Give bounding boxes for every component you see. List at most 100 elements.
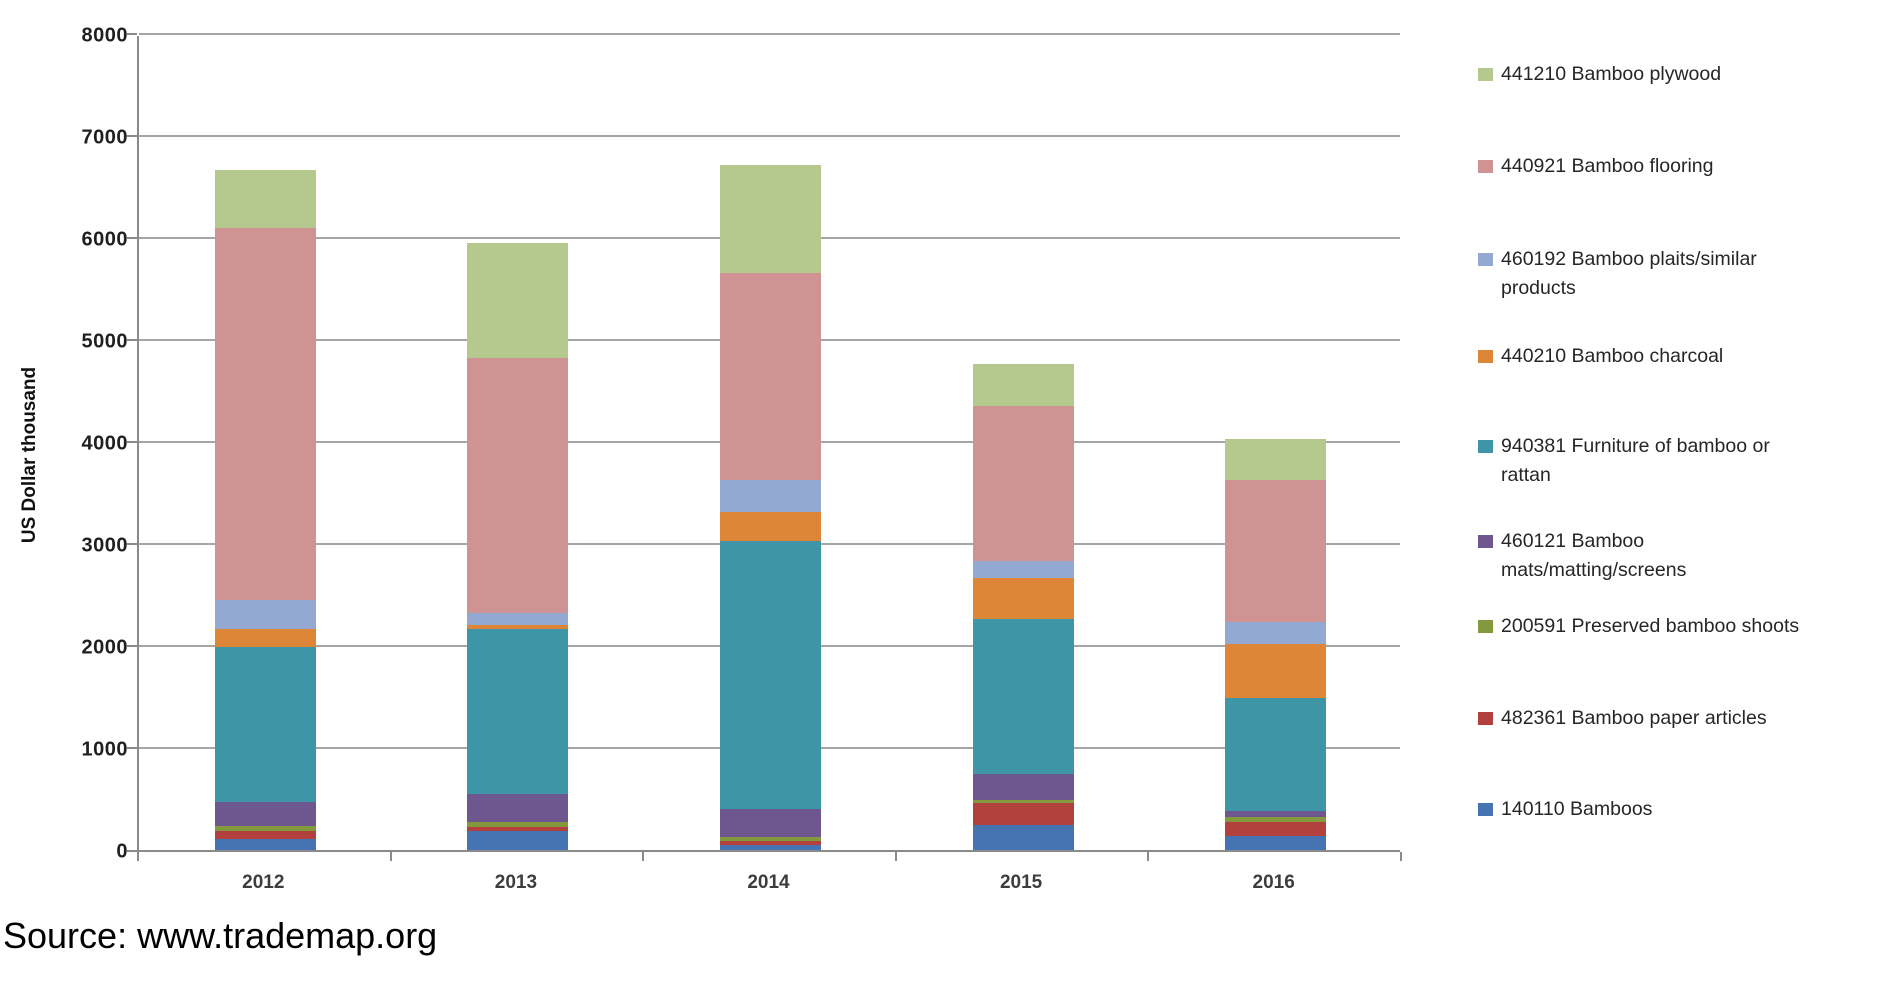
- legend-swatch-icon: [1478, 253, 1493, 266]
- bar-segment: [467, 624, 568, 629]
- legend-swatch-icon: [1478, 350, 1493, 363]
- bar-segment: [467, 243, 568, 359]
- legend-item: 460121 Bamboo mats/matting/screens: [1478, 527, 1801, 585]
- legend-label: 460121 Bamboo mats/matting/screens: [1501, 530, 1687, 581]
- y-axis-tick: [127, 237, 137, 239]
- legend-swatch-icon: [1478, 712, 1493, 725]
- bar-segment: [467, 628, 568, 794]
- y-tick-label: 8000: [81, 24, 128, 47]
- legend-swatch-icon: [1478, 620, 1493, 633]
- bar-group-2016: [1225, 438, 1326, 850]
- bar-segment: [973, 824, 1074, 850]
- legend-swatch-icon: [1478, 68, 1493, 81]
- x-axis-tick: [1400, 852, 1402, 861]
- x-tick-label: 2012: [242, 872, 285, 893]
- bar-segment: [1225, 811, 1326, 818]
- y-axis-labels: 0 1000 2000 3000 4000 5000 6000 7000 8000: [0, 25, 128, 863]
- y-axis-tick: [127, 339, 137, 341]
- y-axis-tick: [127, 543, 137, 545]
- bar-segment: [720, 164, 821, 274]
- legend-label: 440921 Bamboo flooring: [1501, 155, 1714, 177]
- legend-item: 200591 Preserved bamboo shoots: [1478, 612, 1801, 641]
- x-tick-label: 2014: [747, 872, 790, 893]
- source-note: Source: www.trademap.org: [3, 915, 438, 956]
- legend-item: 460192 Bamboo plaits/similar products: [1478, 245, 1801, 303]
- y-tick-label: 3000: [81, 534, 128, 557]
- x-tick-label: 2015: [999, 872, 1043, 893]
- plot-area: [127, 33, 1402, 861]
- gridline: [139, 135, 1400, 137]
- legend-label: 460192 Bamboo plaits/similar products: [1501, 248, 1757, 299]
- bar-segment: [467, 613, 568, 625]
- bar-segment: [720, 511, 821, 541]
- bar-segment: [467, 827, 568, 832]
- bar-segment: [467, 822, 568, 828]
- bar-segment: [215, 831, 316, 839]
- legend-label: 940381 Furniture of bamboo or rattan: [1501, 435, 1770, 486]
- bar-segment: [973, 577, 1074, 619]
- bar-segment: [720, 540, 821, 809]
- bar-segment: [973, 363, 1074, 407]
- y-tick-label: 1000: [81, 738, 128, 761]
- x-axis-tick: [390, 852, 392, 861]
- y-axis-tick: [127, 441, 137, 443]
- bar-segment: [720, 845, 821, 850]
- bar-segment: [973, 803, 1074, 825]
- bar-segment: [1225, 817, 1326, 822]
- legend-item: 440210 Bamboo charcoal: [1478, 342, 1801, 371]
- bar-segment: [215, 600, 316, 629]
- x-axis-tick: [137, 852, 139, 861]
- y-tick-label: 5000: [81, 330, 128, 353]
- bar-segment: [215, 647, 316, 802]
- bar-group-2013: [467, 243, 568, 850]
- legend-item: 441210 Bamboo plywood: [1478, 60, 1801, 89]
- y-axis-tick: [127, 747, 137, 749]
- bar-segment: [720, 837, 821, 842]
- y-tick-label: 4000: [81, 432, 128, 455]
- legend-label: 440210 Bamboo charcoal: [1501, 345, 1724, 367]
- legend-swatch-icon: [1478, 803, 1493, 816]
- y-tick-label: 0: [116, 840, 128, 863]
- legend-label: 200591 Preserved bamboo shoots: [1501, 615, 1800, 637]
- bar-segment: [1225, 836, 1326, 850]
- bar-segment: [973, 773, 1074, 801]
- x-tick-label: 2016: [1252, 872, 1295, 893]
- bar-group-2012: [215, 169, 316, 850]
- bar-segment: [215, 801, 316, 826]
- legend-label: 140110 Bamboos: [1501, 798, 1653, 820]
- y-axis-tick: [127, 850, 137, 852]
- bar-segment: [720, 479, 821, 512]
- bar-segment: [215, 227, 316, 601]
- y-axis-tick: [127, 645, 137, 647]
- bar-segment: [973, 800, 1074, 804]
- bar-segment: [973, 618, 1074, 774]
- bar-segment: [973, 561, 1074, 578]
- x-axis-tick: [642, 852, 644, 861]
- y-tick-label: 2000: [81, 636, 128, 659]
- legend-label: 482361 Bamboo paper articles: [1501, 707, 1767, 729]
- bar-segment: [1225, 479, 1326, 622]
- y-axis-tick: [127, 33, 137, 35]
- bar-segment: [720, 273, 821, 480]
- x-axis-tick: [1147, 852, 1149, 861]
- y-tick-label: 6000: [81, 228, 128, 251]
- legend-swatch-icon: [1478, 535, 1493, 548]
- legend-swatch-icon: [1478, 160, 1493, 173]
- bar-segment: [215, 838, 316, 850]
- x-tick-label: 2013: [494, 872, 538, 893]
- bar-segment: [215, 825, 316, 832]
- bar-segment: [1225, 621, 1326, 644]
- legend: 441210 Bamboo plywood 440921 Bamboo floor…: [1478, 0, 1878, 900]
- bar-segment: [973, 406, 1074, 562]
- x-axis-tick: [895, 852, 897, 861]
- y-axis-tick: [127, 135, 137, 137]
- legend-item: 140110 Bamboos: [1478, 795, 1801, 824]
- bar-segment: [1225, 643, 1326, 699]
- gridline: [139, 33, 1400, 35]
- bar-segment: [1225, 438, 1326, 480]
- legend-item: 940381 Furniture of bamboo or rattan: [1478, 432, 1801, 490]
- y-tick-label: 7000: [81, 126, 128, 149]
- bar-segment: [467, 358, 568, 614]
- bar-segment: [215, 169, 316, 228]
